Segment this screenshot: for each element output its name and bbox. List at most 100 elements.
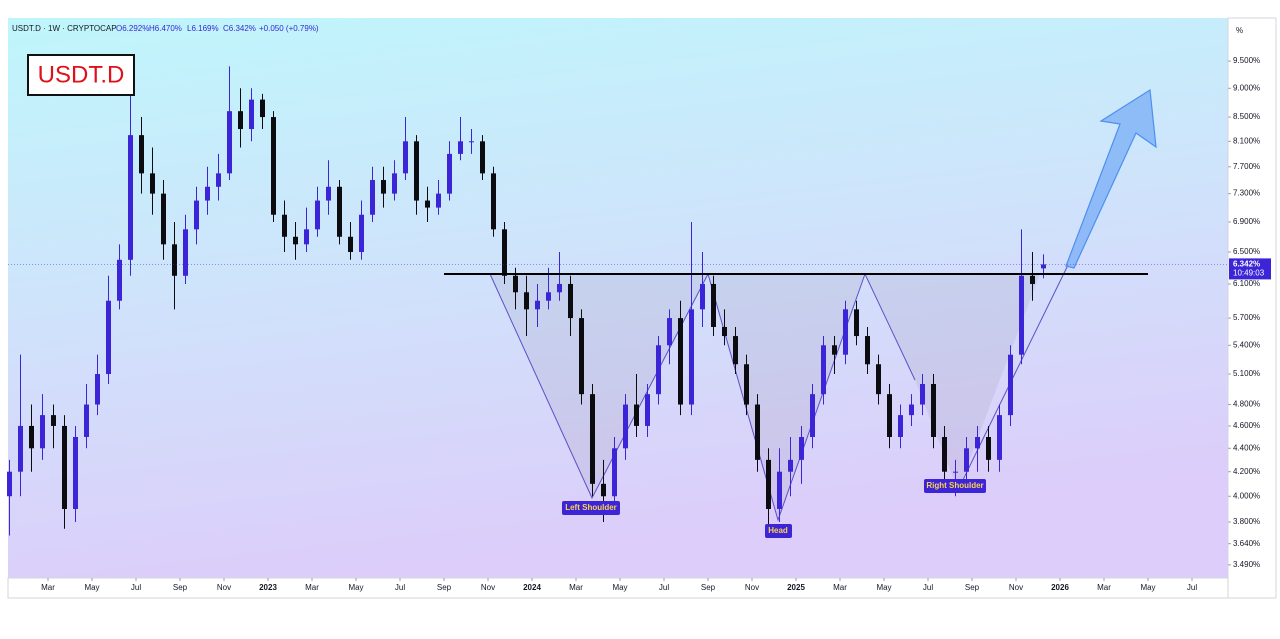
x-tick-label: Jul	[131, 583, 141, 592]
candle-body	[821, 345, 826, 395]
y-tick-label: 3.490%	[1233, 560, 1260, 569]
candle-body	[414, 141, 419, 201]
x-tick-label: Nov	[1009, 583, 1023, 592]
candle-body	[183, 229, 188, 276]
x-tick-label: Mar	[833, 583, 847, 592]
candle-body	[128, 135, 133, 260]
y-tick-label: 5.400%	[1233, 340, 1260, 349]
candle-body	[403, 141, 408, 174]
y-tick-label: 6.900%	[1233, 217, 1260, 226]
candle-body	[40, 415, 45, 449]
x-tick-label: 2024	[523, 583, 541, 592]
candle-body	[634, 404, 639, 426]
candle-body	[106, 300, 111, 375]
candle-body	[381, 180, 386, 194]
x-tick-label: May	[1140, 583, 1155, 592]
candle-body	[95, 374, 100, 405]
candle-body	[392, 173, 397, 194]
candle-body	[282, 214, 287, 237]
x-tick-label: 2025	[787, 583, 805, 592]
candle-body	[579, 318, 584, 395]
candle-body	[1030, 275, 1035, 284]
candle-body	[997, 415, 1002, 460]
candle-body	[986, 436, 991, 460]
candle-body	[766, 459, 771, 509]
y-tick-label: 8.500%	[1233, 112, 1260, 121]
candle-body	[942, 436, 947, 472]
candle-body	[722, 326, 727, 337]
candle-body	[458, 141, 463, 154]
x-tick-label: Nov	[745, 583, 759, 592]
candle-body	[161, 193, 166, 245]
label-box	[562, 501, 620, 515]
x-tick-label: Mar	[569, 583, 583, 592]
y-tick-label: 4.800%	[1233, 400, 1260, 409]
x-tick-label: Sep	[173, 583, 188, 592]
candle-body	[227, 111, 232, 174]
y-tick-label: 3.800%	[1233, 517, 1260, 526]
y-tick-label: 7.700%	[1233, 162, 1260, 171]
y-tick-label: 4.400%	[1233, 443, 1260, 452]
pattern-shade	[490, 274, 1040, 520]
candle-body	[1008, 354, 1013, 416]
candle-body	[612, 448, 617, 497]
candle-body	[447, 153, 452, 194]
candle-body	[645, 394, 650, 426]
candle-body	[887, 394, 892, 437]
candle-body	[1019, 275, 1024, 355]
candle-body	[733, 336, 738, 365]
candle-body	[348, 236, 353, 253]
countdown: 10:49:03	[1233, 268, 1265, 277]
pattern-label: Head	[768, 526, 788, 535]
y-tick-label: 4.200%	[1233, 467, 1260, 476]
candle-body	[315, 200, 320, 230]
candle-body	[117, 259, 122, 301]
candle-body	[623, 404, 628, 449]
candle-body	[238, 111, 243, 130]
candle-body	[205, 186, 210, 201]
target-arrow	[1065, 88, 1157, 269]
candle-body	[568, 283, 573, 319]
candle-body	[689, 309, 694, 405]
candle-body	[557, 283, 562, 293]
price-axis	[1227, 17, 1277, 599]
candle-body	[843, 309, 848, 355]
candle-body	[788, 459, 793, 472]
candle-body	[832, 345, 837, 355]
candle-body	[480, 141, 485, 174]
price-label: 6.342%	[1233, 259, 1260, 268]
candle-body	[601, 483, 606, 497]
x-tick-label: Mar	[1097, 583, 1111, 592]
x-tick-label: Jul	[1187, 583, 1197, 592]
x-tick-label: Nov	[481, 583, 495, 592]
candle-body	[84, 404, 89, 437]
y-tick-label: 6.500%	[1233, 247, 1260, 256]
badge-box	[27, 54, 135, 96]
x-tick-label: May	[612, 583, 627, 592]
candle-body	[469, 141, 474, 143]
candle-body	[590, 394, 595, 484]
candle-body	[909, 404, 914, 416]
candle-body	[744, 364, 749, 405]
x-tick-label: May	[876, 583, 891, 592]
candle-body	[931, 383, 936, 437]
candle-body	[656, 345, 661, 395]
y-tick-label: 9.500%	[1233, 56, 1260, 65]
candle-body	[216, 173, 221, 187]
candle-body	[260, 99, 265, 118]
candle-body	[513, 275, 518, 293]
candles	[7, 66, 1046, 536]
candle-body	[964, 448, 969, 472]
candle-body	[920, 383, 925, 405]
candle-body	[854, 309, 859, 337]
x-tick-label: Jul	[923, 583, 933, 592]
label-box	[765, 524, 792, 538]
x-tick-label: Mar	[305, 583, 319, 592]
x-tick-label: Jul	[659, 583, 669, 592]
candle-body	[876, 364, 881, 395]
candle-body	[7, 471, 12, 497]
ohlc-open: O6.292%	[116, 24, 149, 33]
candle-body	[667, 318, 672, 346]
candle-body	[18, 425, 23, 472]
